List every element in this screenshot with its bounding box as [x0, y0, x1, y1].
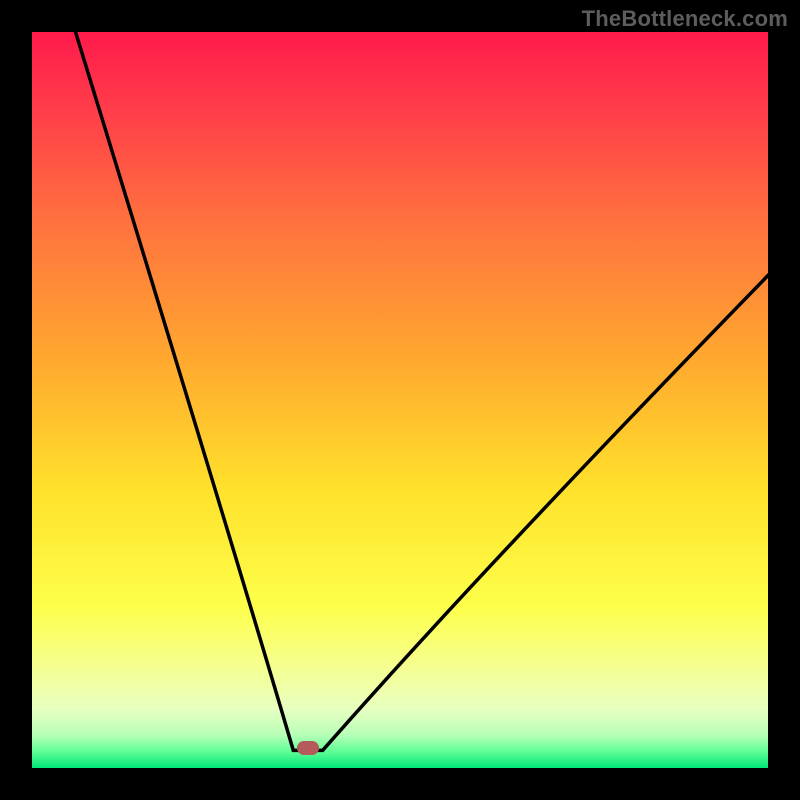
plot-area	[32, 32, 768, 768]
bottleneck-curve	[32, 32, 768, 768]
watermark-text: TheBottleneck.com	[582, 6, 788, 32]
chart-container: TheBottleneck.com	[0, 0, 800, 800]
optimum-marker	[297, 741, 319, 755]
